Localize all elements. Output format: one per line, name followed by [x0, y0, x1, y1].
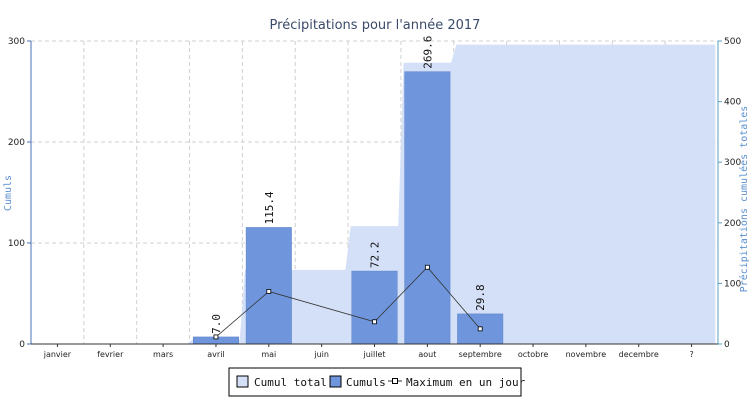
- x-tick-label-janvier: janvier: [43, 350, 72, 359]
- y-left-tick-label: 300: [8, 37, 25, 47]
- bar-value-label-juillet: 72.2: [369, 242, 382, 269]
- legend-label-max-day: Maximum en un jour: [406, 376, 526, 389]
- legend-swatch-cumul-total: [236, 375, 249, 388]
- y-left-tick-label: 100: [8, 239, 25, 249]
- legend-marker-max-day: [392, 378, 398, 384]
- x-tick-label-unknown: ?: [689, 350, 693, 359]
- x-tick-label-avril: avril: [207, 350, 224, 359]
- max-day-point-avril: [213, 334, 219, 340]
- max-day-point-aout: [424, 264, 430, 270]
- bar-data-labels: 7.0 115.4 72.2 269.6 29.8: [210, 36, 487, 334]
- y-axis-left-label: Cumuls: [3, 175, 14, 211]
- x-tick-label-juillet: juillet: [362, 350, 385, 359]
- legend-swatch-cumuls: [329, 375, 342, 388]
- bar-value-label-aout: 269.6: [421, 36, 434, 69]
- max-day-point-septembre: [477, 326, 483, 332]
- max-day-line-layer: [213, 264, 483, 340]
- bar-value-label-septembre: 29.8: [474, 284, 487, 311]
- x-tick-label-novembre: novembre: [566, 350, 607, 359]
- y-right-tick-label: 200: [724, 219, 741, 229]
- x-tick-label-septembre: septembre: [459, 350, 502, 359]
- bar-mai: [245, 227, 292, 345]
- category-labels: janvier fevrier mars avril mai juin juillet aou…: [43, 344, 694, 359]
- left-axis-ticks: 0 100 200 300: [8, 37, 31, 350]
- cumul-total-area-layer: [33, 44, 716, 345]
- legend-label-cumuls: Cumuls: [346, 376, 386, 389]
- x-tick-label-mai: mai: [261, 350, 276, 359]
- max-day-point-mai: [266, 289, 272, 294]
- y-left-tick-label: 200: [8, 138, 25, 148]
- max-day-point-juillet: [372, 319, 377, 325]
- y-right-tick-label: 100: [724, 279, 741, 289]
- legend: Cumul total Cumuls Maximum en un jour: [228, 367, 526, 397]
- cumul-total-area: [33, 44, 716, 345]
- x-tick-label-mars: mars: [153, 350, 173, 359]
- x-tick-label-decembre: decembre: [619, 350, 659, 359]
- x-tick-label-aout: aout: [418, 350, 436, 359]
- right-axis-ticks: 0 100 200 300 400 500: [718, 37, 741, 350]
- y-right-tick-label: 0: [724, 340, 730, 350]
- bar-juillet: [351, 270, 398, 345]
- x-tick-label-octobre: octobre: [518, 350, 549, 359]
- x-tick-label-fevrier: fevrier: [97, 350, 124, 359]
- y-left-tick-label: 0: [19, 340, 25, 350]
- bar-value-label-avril: 7.0: [210, 314, 223, 334]
- y-right-tick-label: 500: [724, 37, 741, 47]
- legend-label-cumul-total: Cumul total: [254, 376, 327, 389]
- y-axis-right-label: Précipitations cumulées totales: [738, 106, 750, 293]
- legend-box: [228, 367, 522, 397]
- x-tick-label-juin: juin: [313, 350, 329, 359]
- bar-aout: [404, 71, 451, 345]
- cumuls-bars-layer: [192, 71, 504, 345]
- chart-title: Précipitations pour l'année 2017: [270, 18, 481, 33]
- y-right-tick-label: 300: [724, 158, 741, 168]
- bar-value-label-mai: 115.4: [263, 191, 276, 224]
- y-right-tick-label: 400: [724, 98, 741, 108]
